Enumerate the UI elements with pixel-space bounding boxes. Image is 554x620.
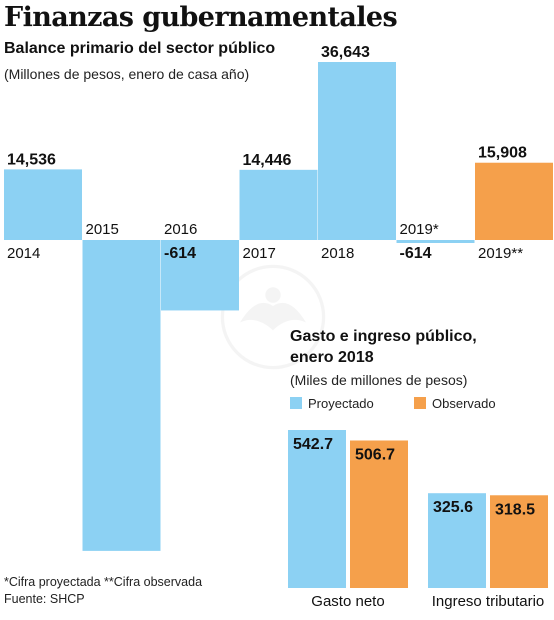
footnote-line1: *Cifra proyectada **Cifra observada [4, 575, 203, 589]
bar-2015 [82, 240, 161, 551]
legend-label-projected: Proyectado [308, 396, 374, 411]
category-label-2015: 2015 [86, 221, 119, 238]
page-title: Finanzas gubernamentales [4, 2, 398, 33]
data-label-2017: 14,446 [243, 152, 292, 169]
legend-swatch-observed [414, 397, 426, 409]
chart-subtitle: Balance primario del sector público [4, 40, 276, 57]
inset-title: Gasto e ingreso público, enero 2018 [290, 326, 477, 368]
bar-gasto-neto-observado [350, 440, 408, 588]
bar-2019* [396, 240, 475, 243]
data-label-2016: -614 [164, 245, 196, 262]
category-label-ingreso-tributario: Ingreso tributario [432, 593, 545, 610]
bar-2017 [239, 169, 318, 240]
inset-title-line2: enero 2018 [290, 349, 374, 366]
bar-ingreso-tributario-observado [490, 495, 548, 588]
bar-2014 [4, 169, 82, 240]
inset-unit-note: (Miles de millones de pesos) [290, 372, 468, 388]
category-label-gasto-neto: Gasto neto [311, 593, 384, 610]
data-label-gasto-neto-proyectado: 542.7 [293, 436, 333, 453]
data-label-2014: 14,536 [7, 151, 56, 168]
legend-swatch-projected [290, 397, 302, 409]
footnote: *Cifra proyectada **Cifra observada Fuen… [4, 574, 202, 608]
eagle-watermark-icon [220, 264, 326, 370]
legend-label-observed: Observado [432, 396, 496, 411]
legend-item-observed: Observado [414, 396, 496, 411]
footnote-source: Fuente: SHCP [4, 592, 85, 606]
data-label-2019*: -614 [400, 245, 432, 262]
category-label-2019**: 2019** [478, 245, 523, 262]
category-label-2017: 2017 [243, 245, 276, 262]
bar-2016 [161, 240, 239, 311]
category-label-2018: 2018 [321, 245, 354, 262]
data-label-ingreso-tributario-proyectado: 325.6 [433, 499, 473, 516]
category-label-2019*: 2019* [400, 221, 439, 238]
category-label-2014: 2014 [7, 245, 40, 262]
unit-note: (Millones de pesos, enero de casa año) [4, 66, 250, 82]
data-label-gasto-neto-observado: 506.7 [355, 446, 395, 463]
bar-2018 [318, 62, 396, 240]
bar-ingreso-tributario-proyectado [428, 493, 486, 588]
bar-2019** [475, 162, 553, 240]
category-label-2016: 2016 [164, 221, 197, 238]
data-label-2018: 36,643 [321, 44, 370, 61]
inset-title-line1: Gasto e ingreso público, [290, 328, 477, 345]
legend-item-projected: Proyectado [290, 396, 374, 411]
data-label-ingreso-tributario-observado: 318.5 [495, 501, 535, 518]
data-label-2019**: 15,908 [478, 145, 527, 162]
bar-gasto-neto-proyectado [288, 430, 346, 588]
